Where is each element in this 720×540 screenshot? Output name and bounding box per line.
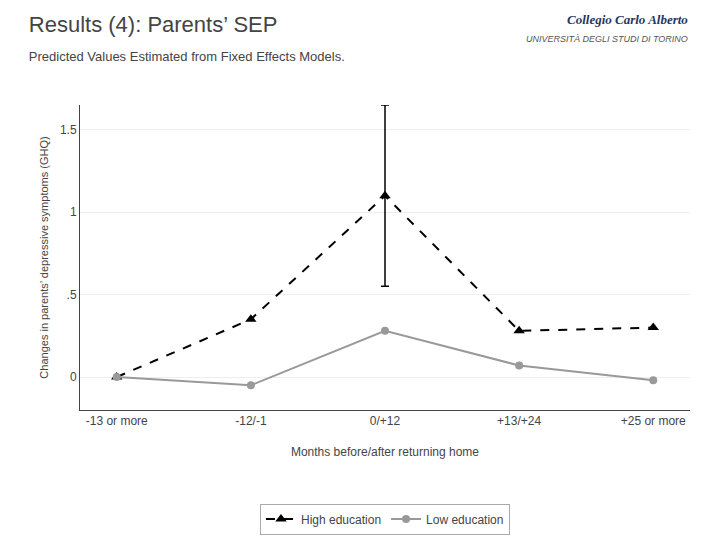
svg-text:0/+12: 0/+12 xyxy=(370,414,401,428)
svg-text:+13/+24: +13/+24 xyxy=(497,414,541,428)
svg-text:Low education: Low education xyxy=(426,513,503,527)
svg-text:UNIVERSITÀ DEGLI STUDI DI TORI: UNIVERSITÀ DEGLI STUDI DI TORINO xyxy=(526,34,688,44)
svg-text:Months before/after returning: Months before/after returning home xyxy=(291,445,479,459)
svg-text:Results (4): Parents’ SEPPredi: Results (4): Parents’ SEPPredicted Value… xyxy=(29,12,345,64)
svg-text:.5: .5 xyxy=(67,288,77,302)
svg-text:+25 or more: +25 or more xyxy=(621,414,686,428)
svg-text:0: 0 xyxy=(70,370,77,384)
svg-text:Changes in parents’ depressive: Changes in parents’ depressive symptoms … xyxy=(38,136,50,378)
svg-text:1: 1 xyxy=(70,205,77,219)
svg-text:-13 or more: -13 or more xyxy=(86,414,148,428)
svg-text:-12/-1: -12/-1 xyxy=(235,414,267,428)
svg-text:Collegio Carlo Alberto: Collegio Carlo Alberto xyxy=(567,12,688,27)
svg-text:High education: High education xyxy=(301,513,381,527)
svg-text:1.5: 1.5 xyxy=(60,123,77,137)
